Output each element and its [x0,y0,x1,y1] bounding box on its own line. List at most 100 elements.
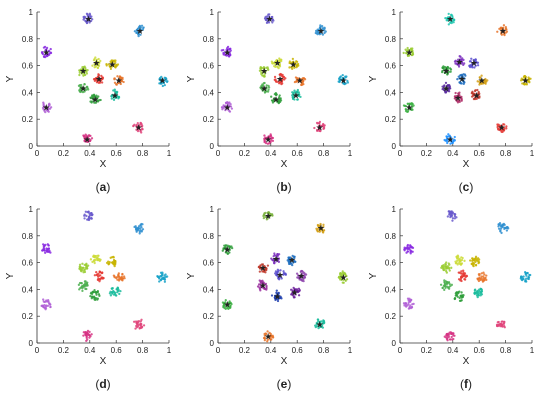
data-point [452,18,456,21]
data-point [315,128,319,132]
data-point [140,230,143,233]
data-point [90,214,93,217]
data-point [450,283,454,286]
data-point [258,69,262,72]
data-point [457,259,460,262]
cluster-5 [105,255,117,268]
data-point [474,263,478,267]
cluster-2 [403,243,415,255]
data-point [473,292,476,295]
data-point [263,134,266,137]
cluster-2: ★ [40,45,53,59]
data-point [82,334,85,337]
cluster-0: ★ [263,13,275,25]
data-point [443,335,446,338]
data-point [459,58,462,61]
data-point [117,272,120,275]
cluster-6: ★ [456,73,467,86]
data-point [78,71,81,74]
data-point [454,59,457,62]
data-point [140,226,143,229]
y-tick-label: 0 [392,339,397,348]
centroid-star-icon: ★ [223,47,231,57]
x-tick-label: 0 [216,149,221,158]
data-point [114,61,117,64]
data-point [405,49,408,52]
data-point [138,327,141,330]
data-point [462,82,465,86]
data-point [47,250,51,254]
cluster-0 [83,210,94,222]
x-tick-label: 0 [35,149,40,158]
data-point [405,302,408,305]
data-point [141,28,145,31]
data-point [457,271,460,274]
data-point [453,334,456,337]
data-point [402,51,405,55]
y-tick-label: 0.2 [22,312,34,321]
data-point [442,67,445,70]
data-point [503,33,506,37]
data-point [83,139,87,142]
centroid-star-icon: ★ [316,122,324,132]
data-point [120,275,123,278]
data-point [112,64,115,67]
data-point [410,47,413,50]
data-point [45,300,48,303]
data-point [274,93,278,97]
cluster-1 [497,221,510,235]
data-point [116,291,119,294]
cluster-3: ★ [258,65,270,78]
data-point [445,332,448,336]
data-point [521,277,524,281]
data-point [295,79,299,82]
cluster-10: ★ [110,88,121,102]
y-tick-label: 0.8 [385,232,397,241]
data-point [49,51,52,54]
data-point [482,279,486,282]
cluster-13: ★ [262,330,275,343]
data-point [140,24,144,27]
data-point [84,135,88,139]
cluster-9: ★ [270,289,283,303]
data-point [84,133,87,136]
data-point [261,84,265,87]
cluster-14 [495,320,506,329]
x-tick-label: 0 [35,346,40,355]
data-point [84,66,87,70]
y-tick-label: 0.6 [22,259,34,268]
data-point [117,274,120,277]
data-point [97,278,100,281]
data-point [112,274,116,277]
y-tick-label: 0.8 [203,232,215,241]
data-point [337,77,341,81]
caption-paren-close: ) [106,180,110,194]
data-point [117,96,121,99]
cluster-13: ★ [263,133,275,145]
data-point [83,270,87,274]
cluster-6: ★ [274,268,288,281]
data-point [444,81,448,85]
centroid-star-icon: ★ [83,135,91,145]
data-point [96,60,100,64]
data-point [107,63,110,66]
data-point [49,106,53,109]
data-point [270,60,274,63]
data-point [462,269,465,272]
data-point [83,73,87,77]
x-tick-label: 1 [167,346,172,355]
data-point [503,320,506,324]
centroid-star-icon: ★ [454,93,462,103]
data-point [82,285,85,289]
data-point [314,31,317,35]
data-point [100,81,104,84]
data-point [48,302,51,305]
data-point [105,261,109,265]
y-tick-label: 1 [210,8,215,17]
data-point [296,88,300,92]
data-point [455,293,459,297]
data-point [480,82,483,85]
data-point [121,273,124,276]
data-point [114,260,117,263]
